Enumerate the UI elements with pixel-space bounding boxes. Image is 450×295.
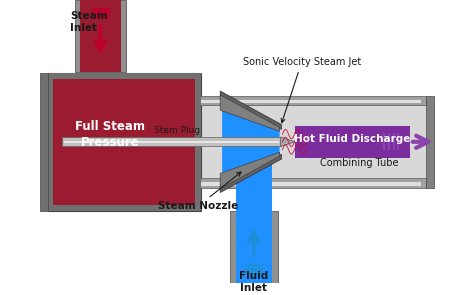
FancyBboxPatch shape <box>75 0 126 72</box>
FancyBboxPatch shape <box>201 182 421 186</box>
FancyBboxPatch shape <box>196 96 426 105</box>
FancyBboxPatch shape <box>235 211 272 283</box>
FancyBboxPatch shape <box>196 105 426 178</box>
FancyBboxPatch shape <box>55 81 194 203</box>
Polygon shape <box>220 154 282 193</box>
FancyBboxPatch shape <box>426 96 434 188</box>
Polygon shape <box>280 137 295 147</box>
FancyBboxPatch shape <box>230 211 278 283</box>
FancyBboxPatch shape <box>201 100 421 104</box>
Text: Hot Fluid Discharge: Hot Fluid Discharge <box>294 134 410 144</box>
FancyBboxPatch shape <box>195 73 201 211</box>
Polygon shape <box>220 95 279 131</box>
FancyBboxPatch shape <box>54 78 195 205</box>
Polygon shape <box>220 91 282 129</box>
Text: Sonic Velocity Steam Jet: Sonic Velocity Steam Jet <box>243 57 361 123</box>
FancyBboxPatch shape <box>48 73 201 211</box>
FancyBboxPatch shape <box>81 0 121 72</box>
FancyBboxPatch shape <box>64 141 279 143</box>
Text: Full Steam
Pressure: Full Steam Pressure <box>75 120 145 149</box>
FancyBboxPatch shape <box>62 137 280 146</box>
FancyBboxPatch shape <box>235 162 272 212</box>
Polygon shape <box>220 152 279 189</box>
Text: Steam Nozzle: Steam Nozzle <box>158 172 241 211</box>
FancyBboxPatch shape <box>48 73 201 78</box>
Polygon shape <box>222 108 279 175</box>
FancyBboxPatch shape <box>196 178 426 188</box>
FancyBboxPatch shape <box>40 73 48 211</box>
Text: Stem Plug: Stem Plug <box>154 126 200 135</box>
Text: Fluid
Inlet: Fluid Inlet <box>239 271 268 293</box>
Text: Combining Tube: Combining Tube <box>320 158 398 168</box>
FancyBboxPatch shape <box>295 125 410 158</box>
Text: Steam
Inlet: Steam Inlet <box>70 11 108 33</box>
FancyBboxPatch shape <box>48 73 54 211</box>
FancyBboxPatch shape <box>48 205 201 211</box>
